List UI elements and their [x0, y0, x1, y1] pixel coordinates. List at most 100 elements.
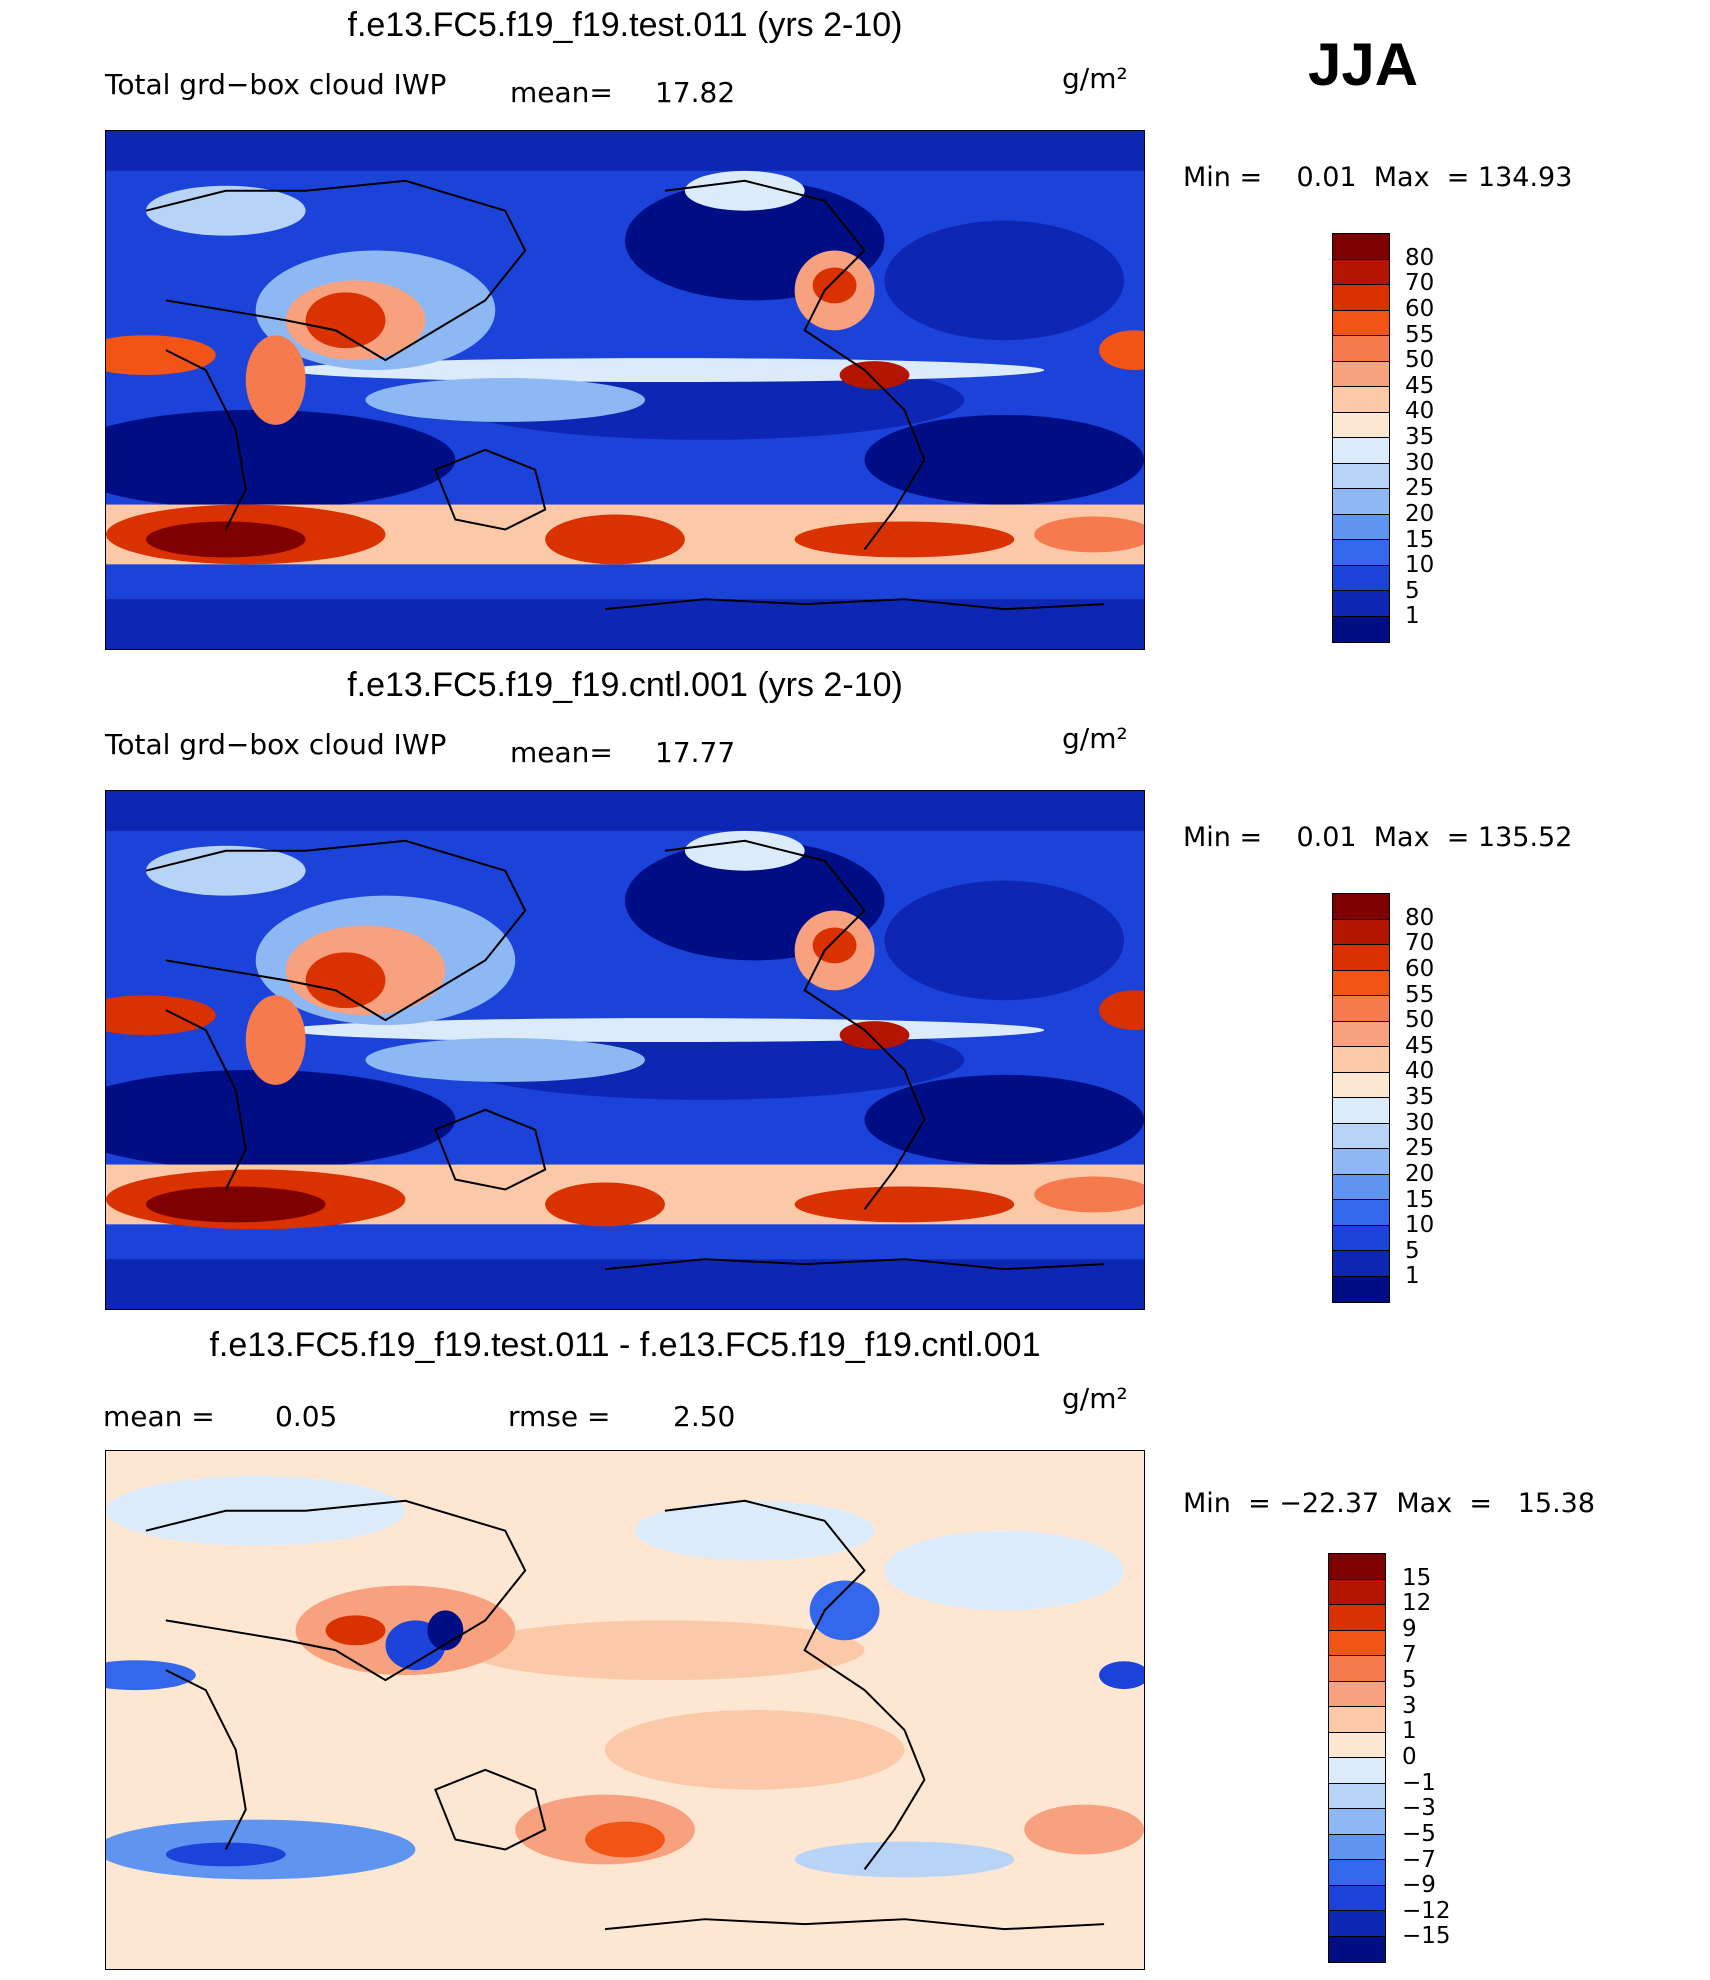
colorbar-tick-label: 40	[1405, 398, 1435, 425]
colorbar-segment	[1333, 1021, 1389, 1047]
map-field	[106, 791, 1144, 1309]
rmse-label: rmse =	[508, 1400, 611, 1433]
colorbar-tick-label: 5	[1405, 577, 1420, 604]
map-field	[106, 131, 1144, 649]
panel-title: f.e13.FC5.f19_f19.test.011 (yrs 2-10)	[347, 6, 903, 44]
colorbar-tick-label: 45	[1405, 1032, 1435, 1059]
colorbar-tick-label: 60	[1405, 955, 1435, 982]
colorbar	[1332, 893, 1390, 1303]
colorbar-tick-label: 1	[1402, 1718, 1417, 1745]
colorbar-segment	[1329, 1732, 1385, 1758]
map-field	[106, 1451, 1144, 1969]
colorbar	[1328, 1553, 1386, 1963]
colorbar-segment	[1333, 336, 1389, 362]
colorbar-segment	[1333, 1149, 1389, 1175]
colorbar-segment	[1333, 234, 1389, 260]
colorbar-tick-label: 20	[1405, 500, 1435, 527]
panel-difference: f.e13.FC5.f19_f19.test.011 - f.e13.FC5.f…	[0, 1320, 1710, 1980]
colorbar-tick-label: 15	[1405, 526, 1435, 553]
colorbar-tick-label: −7	[1402, 1846, 1436, 1873]
units-label: g/m²	[1062, 1382, 1128, 1415]
colorbar-tick-label: 25	[1405, 475, 1435, 502]
colorbar-tick-label: −15	[1402, 1923, 1451, 1950]
colorbar-segment	[1329, 1554, 1385, 1580]
colorbar-segment	[1329, 1656, 1385, 1682]
colorbar-tick-label: 9	[1402, 1615, 1417, 1642]
rmse-value: 2.50	[673, 1400, 736, 1433]
colorbar-segment	[1329, 1809, 1385, 1835]
mean-label: mean =	[103, 1400, 215, 1433]
colorbar-tick-label: 55	[1405, 321, 1435, 348]
colorbar-tick-label: 7	[1402, 1641, 1417, 1668]
map-difference	[105, 1450, 1145, 1970]
colorbar-segment	[1333, 412, 1389, 438]
map-test	[105, 130, 1145, 650]
units-label: g/m²	[1062, 62, 1128, 95]
colorbar-segment	[1333, 1251, 1389, 1277]
min-max-label: Min = −22.37 Max = 15.38	[1183, 1488, 1596, 1519]
colorbar-segment	[1329, 1885, 1385, 1911]
panel-control: f.e13.FC5.f19_f19.cntl.001 (yrs 2-10) To…	[0, 660, 1710, 1320]
colorbar-tick-label: 1	[1405, 603, 1420, 630]
colorbar-tick-label: 15	[1405, 1186, 1435, 1213]
colorbar-tick-label: 60	[1405, 295, 1435, 322]
colorbar-tick-label: 12	[1402, 1590, 1432, 1617]
colorbar-tick-label: 50	[1405, 347, 1435, 374]
colorbar-tick-label: 25	[1405, 1135, 1435, 1162]
colorbar-tick-label: 0	[1402, 1744, 1417, 1770]
panel-test: f.e13.FC5.f19_f19.test.011 (yrs 2-10) To…	[0, 0, 1710, 660]
colorbar-segment	[1333, 970, 1389, 996]
colorbar-segment	[1333, 919, 1389, 945]
colorbar-segment	[1333, 1200, 1389, 1226]
colorbar-tick-label: −12	[1402, 1897, 1451, 1924]
colorbar-segment	[1329, 1758, 1385, 1784]
units-label: g/m²	[1062, 722, 1128, 755]
variable-label: Total grd−box cloud IWP	[105, 68, 447, 101]
colorbar-segment	[1333, 310, 1389, 336]
colorbar-tick-label: 5	[1405, 1237, 1420, 1264]
colorbar-tick-label: 45	[1405, 372, 1435, 399]
colorbar-segment	[1333, 514, 1389, 540]
colorbar-tick-label: 55	[1405, 981, 1435, 1008]
colorbar-segment	[1333, 1123, 1389, 1149]
colorbar-segment	[1333, 894, 1389, 920]
colorbar-tick-label: 5	[1402, 1667, 1417, 1694]
panel-title: f.e13.FC5.f19_f19.test.011 - f.e13.FC5.f…	[209, 1326, 1041, 1364]
panel-title: f.e13.FC5.f19_f19.cntl.001 (yrs 2-10)	[347, 666, 903, 704]
colorbar-segment	[1333, 489, 1389, 515]
colorbar-segment	[1333, 945, 1389, 971]
colorbar-segment	[1329, 1860, 1385, 1886]
colorbar-tick-label: 35	[1405, 1084, 1435, 1110]
map-control	[105, 790, 1145, 1310]
variable-label: Total grd−box cloud IWP	[105, 728, 447, 761]
colorbar-segment	[1329, 1707, 1385, 1733]
colorbar-tick-label: 15	[1402, 1564, 1432, 1591]
colorbar-tick-label: 20	[1405, 1160, 1435, 1187]
colorbar-segment	[1333, 438, 1389, 464]
colorbar-tick-label: 1	[1405, 1263, 1420, 1290]
colorbar-tick-label: 30	[1405, 449, 1435, 476]
colorbar-segment	[1329, 1630, 1385, 1656]
colorbar-tick-label: 80	[1405, 904, 1435, 931]
colorbar-segment	[1333, 1072, 1389, 1098]
mean-label: mean=	[510, 76, 613, 109]
colorbar-tick-label: −5	[1402, 1820, 1436, 1847]
colorbar-tick-label: 3	[1402, 1692, 1417, 1719]
colorbar-segment	[1333, 996, 1389, 1022]
colorbar-segment	[1329, 1681, 1385, 1707]
colorbar-tick-label: −9	[1402, 1872, 1436, 1899]
colorbar-tick-label: 30	[1405, 1109, 1435, 1136]
season-label: JJA	[1308, 31, 1419, 98]
colorbar-segment	[1333, 540, 1389, 566]
colorbar-segment	[1329, 1936, 1385, 1962]
colorbar-tick-label: −1	[1402, 1769, 1436, 1796]
colorbar-segment	[1333, 1225, 1389, 1251]
colorbar-segment	[1333, 285, 1389, 311]
min-max-label: Min = 0.01 Max = 134.93	[1183, 162, 1573, 193]
mean-label: mean=	[510, 736, 613, 769]
colorbar-segment	[1329, 1605, 1385, 1631]
colorbar-segment	[1333, 259, 1389, 285]
colorbar-segment	[1333, 1047, 1389, 1073]
colorbar-segment	[1329, 1783, 1385, 1809]
colorbar-segment	[1329, 1834, 1385, 1860]
